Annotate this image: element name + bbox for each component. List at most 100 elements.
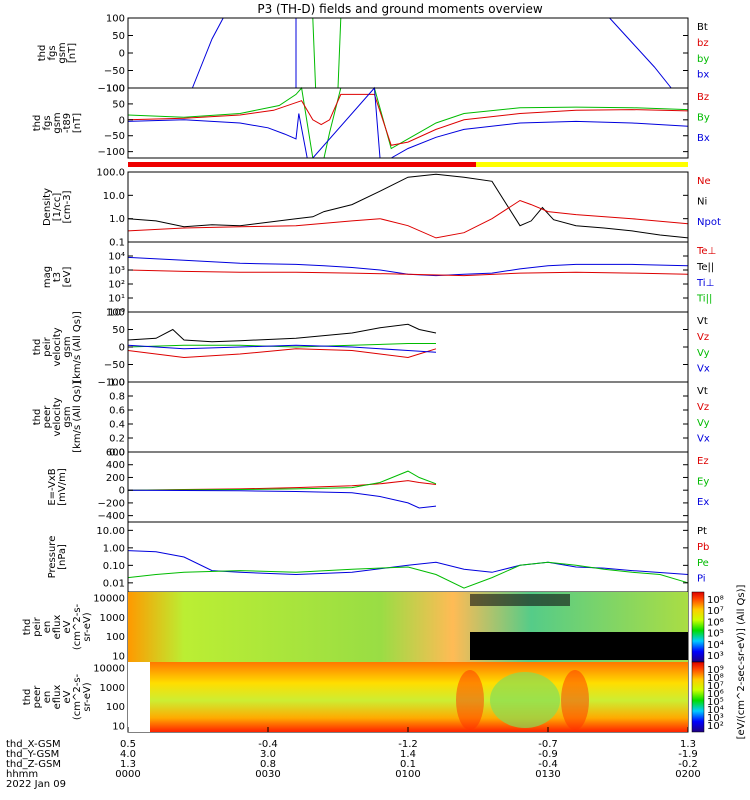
x-tick-label: 0200	[675, 769, 700, 780]
y-tick-label: 10	[112, 722, 125, 733]
legend-entry: Vz	[697, 332, 709, 343]
y-axis-label: -t89	[62, 113, 73, 133]
series-line	[191, 17, 224, 89]
colorbar-tick: 10⁴	[707, 705, 724, 716]
overlay: [eV/(cm^2-sec-sr-eV)] (All Qs)]	[128, 162, 747, 739]
y-tick-label: 10³	[108, 266, 125, 277]
y-tick-label: 10.00	[96, 526, 125, 537]
legend-entry: Te||	[696, 262, 714, 273]
y-axis-label: gsm	[57, 42, 68, 63]
legend-entry: Ne	[697, 176, 711, 187]
series-line	[609, 17, 672, 89]
y-tick-label: 10000	[93, 593, 125, 604]
x-tick-label: 0.8	[260, 759, 276, 770]
y-tick-label: 100	[106, 702, 125, 713]
legend-entry: By	[697, 113, 710, 124]
series-line	[312, 17, 317, 89]
colorbar-tick: 10⁶	[707, 617, 724, 628]
colorbar-tick: 10²	[707, 721, 724, 732]
x-tick-label: -0.7	[538, 739, 558, 750]
x-tick-label: 1.3	[680, 739, 696, 750]
y-tick-label: 50	[112, 99, 125, 110]
x-tick-label: 0030	[255, 769, 280, 780]
colorbar-tick: 10³	[707, 713, 724, 724]
y-tick-label: 10²	[108, 280, 125, 291]
colorbar-label: [eV/(cm^2-sec-sr-eV)] (All Qs)]	[736, 584, 747, 739]
y-tick-label: 0.8	[109, 392, 125, 403]
legend-entry: Ez	[697, 456, 709, 467]
y-axis-label: eflux	[52, 685, 63, 710]
y-axis-label: gsm	[62, 336, 73, 357]
y-tick-label: −50	[104, 360, 125, 371]
y-axis-label: thd	[32, 339, 43, 356]
legend-entry: bx	[697, 70, 709, 81]
chart-title: P3 (TH-D) fields and ground moments over…	[257, 2, 542, 16]
ion-flux-dropout-upper	[470, 594, 570, 606]
y-axis-label: [nT]	[67, 43, 78, 63]
ion-flux-dropout	[470, 632, 688, 660]
series-line	[127, 489, 437, 509]
legend-entry: Ex	[697, 497, 709, 508]
y-axis-label: gsm	[52, 112, 63, 133]
y-axis-label: [1/cc]	[52, 193, 63, 222]
legend-entry: Pb	[697, 542, 709, 553]
electron-flux-hot-2	[561, 670, 589, 730]
x-tick-label: 0.1	[400, 759, 416, 770]
y-axis-label: thd	[22, 689, 33, 706]
series-line	[337, 17, 342, 89]
legend-entry: Ti||	[696, 294, 712, 305]
y-tick-label: 1.00	[103, 543, 125, 554]
panel-2: 100 50 0 −50 −100 thd fgs gsm -t89 [nT] Bz By Bx	[32, 84, 710, 159]
y-tick-label: 100	[106, 84, 125, 95]
electron-flux-background	[150, 662, 688, 732]
y-axis-label: velocity	[52, 397, 63, 436]
y-tick-label: 100	[106, 308, 125, 319]
panel-frame	[127, 241, 689, 313]
y-axis-label: [km/s (All Qs)]	[72, 311, 83, 383]
legend-entry: Vx	[697, 434, 710, 445]
y-tick-label: 0.4	[109, 420, 125, 431]
x-tick-label: 0130	[535, 769, 560, 780]
y-tick-label: 200	[106, 473, 125, 484]
y-tick-label: −400	[98, 511, 125, 522]
x-tick-label: -0.9	[538, 749, 558, 760]
panel-3: 100.0 10.0 1.0 0.1 Density [1/cc] [cm-3] Ne Ni Np…	[42, 168, 721, 249]
legend-entry: Pe	[697, 558, 709, 569]
y-axis-label: gsm	[62, 406, 73, 427]
y-tick-label: −100	[98, 378, 125, 389]
y-axis-label: [eV]	[62, 267, 73, 288]
legend-entry: Vt	[697, 316, 708, 327]
x-tick-label: -0.4	[258, 739, 278, 750]
series-line	[127, 343, 436, 348]
series-line	[127, 199, 689, 239]
row-label: hhmm	[6, 769, 38, 780]
colorbar-tick: 10⁸	[707, 673, 724, 684]
y-axis-label: peer	[32, 685, 43, 709]
series-line	[127, 173, 689, 239]
x-tick-label: -1.9	[678, 749, 698, 760]
colorbar-tick: 10⁵	[707, 629, 724, 640]
y-axis-label: t3	[52, 272, 63, 282]
mode-bar-red	[128, 162, 476, 167]
legend-entry: bz	[697, 38, 709, 49]
colorbar-tick: 10⁶	[707, 689, 724, 700]
y-tick-label: 0.01	[103, 578, 125, 589]
panel-frame	[127, 311, 689, 383]
panel-frame	[127, 87, 689, 159]
y-tick-label: 10	[112, 652, 125, 663]
y-tick-label: 0.1	[109, 238, 125, 249]
legend-entry: Pi	[697, 574, 706, 585]
legend-entry: Ni	[697, 197, 707, 208]
y-tick-label: 10000	[93, 663, 125, 674]
x-tick-label: 4.0	[120, 749, 136, 760]
x-tick-label: -0.2	[678, 759, 698, 770]
y-tick-label: 1000	[100, 613, 125, 624]
legend-entry: Ti⊥	[696, 278, 714, 289]
y-tick-label: −200	[98, 498, 125, 509]
panel-frame	[127, 451, 689, 523]
y-tick-label: −50	[104, 131, 125, 142]
electron-flux-core	[490, 672, 560, 728]
series-line	[127, 323, 437, 343]
